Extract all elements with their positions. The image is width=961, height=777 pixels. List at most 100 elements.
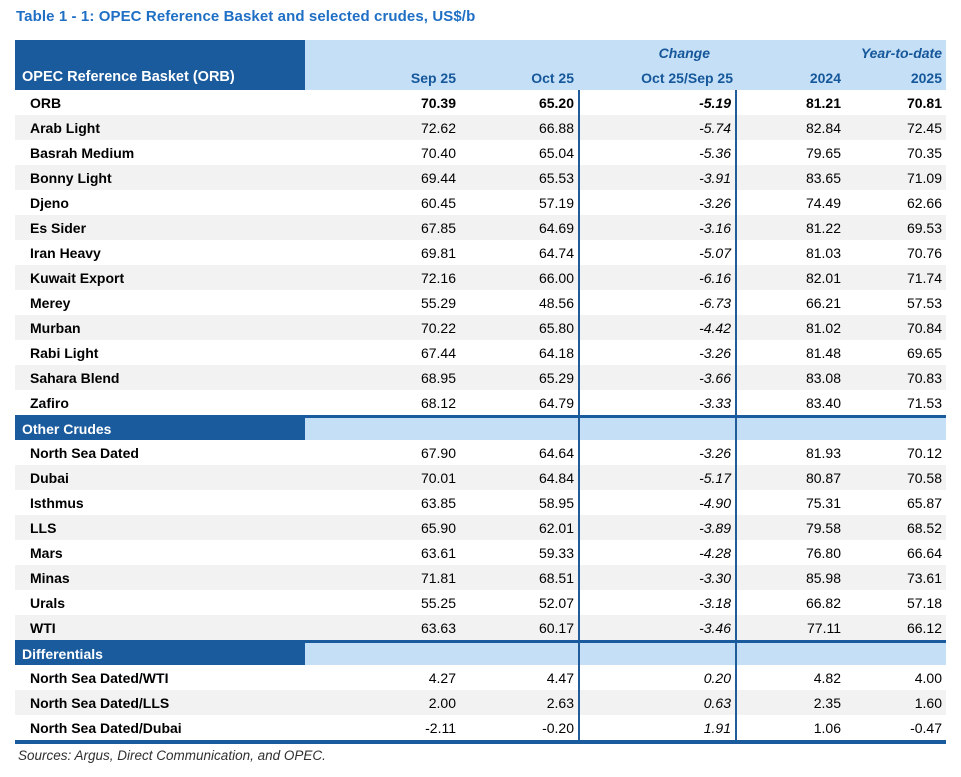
cell-value: 1.91	[578, 715, 737, 740]
header-group-row: Change Year-to-date	[305, 40, 946, 65]
cell-value: 2.00	[428, 694, 456, 711]
cell-value: 4.27	[428, 669, 456, 686]
cell-value: 74.49	[805, 194, 841, 211]
section-fill-cell	[460, 418, 578, 440]
cell-value: 81.93	[805, 444, 841, 461]
cell-label: North Sea Dated/WTI	[30, 669, 169, 686]
cell-label: Basrah Medium	[30, 144, 135, 161]
section-fill-cell	[845, 643, 946, 665]
table-header: OPEC Reference Basket (ORB) Change Year-…	[15, 40, 946, 90]
section-fill-cell	[578, 643, 737, 665]
cell-value: 71.53	[906, 394, 942, 411]
section-fill-cell	[737, 643, 845, 665]
cell-value: 69.53	[906, 219, 942, 236]
header-col-sep25: Sep 25	[410, 70, 456, 86]
table-row: ORB 70.39 65.20 -5.19 81.21 70.81	[15, 90, 946, 115]
cell-value: -5.07	[578, 240, 737, 265]
table-row: North Sea Dated/LLS 2.00 2.63 0.63 2.35 1.60	[15, 690, 946, 715]
cell-value: 65.53	[538, 169, 574, 186]
cell-value: 4.47	[546, 669, 574, 686]
cell-value: 57.19	[538, 194, 574, 211]
cell-value: 66.21	[805, 294, 841, 311]
cell-value: 64.79	[538, 394, 574, 411]
cell-value: -3.30	[578, 565, 737, 590]
table-row: Sahara Blend 68.95 65.29 -3.66 83.08 70.83	[15, 365, 946, 390]
table-row: Es Sider 67.85 64.69 -3.16 81.22 69.53	[15, 215, 946, 240]
cell-value: 0.20	[578, 665, 737, 690]
sources-note: Sources: Argus, Direct Communication, an…	[18, 748, 326, 763]
cell-value: 70.81	[906, 94, 942, 111]
cell-value: 55.25	[420, 594, 456, 611]
table-row: Dubai 70.01 64.84 -5.17 80.87 70.58	[15, 465, 946, 490]
cell-value: -4.90	[578, 490, 737, 515]
cell-value: 63.63	[420, 619, 456, 636]
cell-value: 72.16	[420, 269, 456, 286]
cell-value: 70.76	[906, 244, 942, 261]
cell-value: 81.22	[805, 219, 841, 236]
cell-label: Iran Heavy	[30, 244, 101, 261]
cell-value: 64.84	[538, 469, 574, 486]
cell-value: 65.80	[538, 319, 574, 336]
table-row: Merey 55.29 48.56 -6.73 66.21 57.53	[15, 290, 946, 315]
header-col-2025: 2025	[910, 70, 942, 86]
table-row: North Sea Dated/WTI 4.27 4.47 0.20 4.82 4.00	[15, 665, 946, 690]
cell-value: -3.18	[578, 590, 737, 615]
cell-value: -0.20	[542, 719, 574, 736]
cell-value: -5.17	[578, 465, 737, 490]
table-row: Urals 55.25 52.07 -3.18 66.82 57.18	[15, 590, 946, 615]
cell-value: 66.12	[906, 619, 942, 636]
cell-value: 70.22	[420, 319, 456, 336]
cell-value: 1.60	[914, 694, 942, 711]
cell-value: 68.12	[420, 394, 456, 411]
cell-value: 75.31	[805, 494, 841, 511]
cell-value: 71.81	[420, 569, 456, 586]
cell-value: 83.65	[805, 169, 841, 186]
cell-value: 66.00	[538, 269, 574, 286]
cell-value: 65.29	[538, 369, 574, 386]
header-columns-area: Change Year-to-date Sep 25 Oct 25 Oct 25…	[305, 40, 946, 90]
cell-label: Djeno	[30, 194, 69, 211]
cell-label: ORB	[30, 94, 62, 111]
cell-value: -6.73	[578, 290, 737, 315]
cell-value: 0.63	[578, 690, 737, 715]
cell-value: 71.09	[906, 169, 942, 186]
cell-value: 72.62	[420, 119, 456, 136]
cell-value: -5.36	[578, 140, 737, 165]
cell-value: 80.87	[805, 469, 841, 486]
section-fill-cell	[845, 418, 946, 440]
cell-value: 83.08	[805, 369, 841, 386]
table-row: Bonny Light 69.44 65.53 -3.91 83.65 71.09	[15, 165, 946, 190]
cell-value: 77.11	[807, 619, 841, 636]
cell-value: 65.87	[906, 494, 942, 511]
cell-value: -3.66	[578, 365, 737, 390]
cell-value: 57.18	[906, 594, 942, 611]
table-row: North Sea Dated 67.90 64.64 -3.26 81.93 70.12	[15, 440, 946, 465]
header-col-2024: 2024	[809, 70, 841, 86]
cell-value: 82.84	[805, 119, 841, 136]
cell-value: 70.58	[906, 469, 942, 486]
cell-value: 67.44	[420, 344, 456, 361]
cell-value: -5.74	[578, 115, 737, 140]
cell-value: 64.69	[538, 219, 574, 236]
table-row: Murban 70.22 65.80 -4.42 81.02 70.84	[15, 315, 946, 340]
cell-value: -3.91	[578, 165, 737, 190]
section-fill-cell	[737, 418, 845, 440]
header-group-ytd: Year-to-date	[860, 45, 942, 61]
cell-value: 60.17	[538, 619, 574, 636]
cell-value: 52.07	[538, 594, 574, 611]
table-row: Mars 63.61 59.33 -4.28 76.80 66.64	[15, 540, 946, 565]
header-group-change: Change	[658, 45, 710, 61]
header-group-spacer	[305, 40, 578, 65]
cell-label: Isthmus	[30, 494, 84, 511]
section-fill-cell	[305, 643, 460, 665]
header-label-cell: OPEC Reference Basket (ORB)	[15, 40, 305, 90]
cell-value: 63.85	[420, 494, 456, 511]
cell-value: 70.40	[420, 144, 456, 161]
cell-label: Rabi Light	[30, 344, 99, 361]
cell-value: 4.82	[813, 669, 841, 686]
cell-label: Merey	[30, 294, 71, 311]
cell-value: 66.82	[805, 594, 841, 611]
section-fill-cell	[578, 418, 737, 440]
table-row: Isthmus 63.85 58.95 -4.90 75.31 65.87	[15, 490, 946, 515]
cell-value: 63.61	[420, 544, 456, 561]
